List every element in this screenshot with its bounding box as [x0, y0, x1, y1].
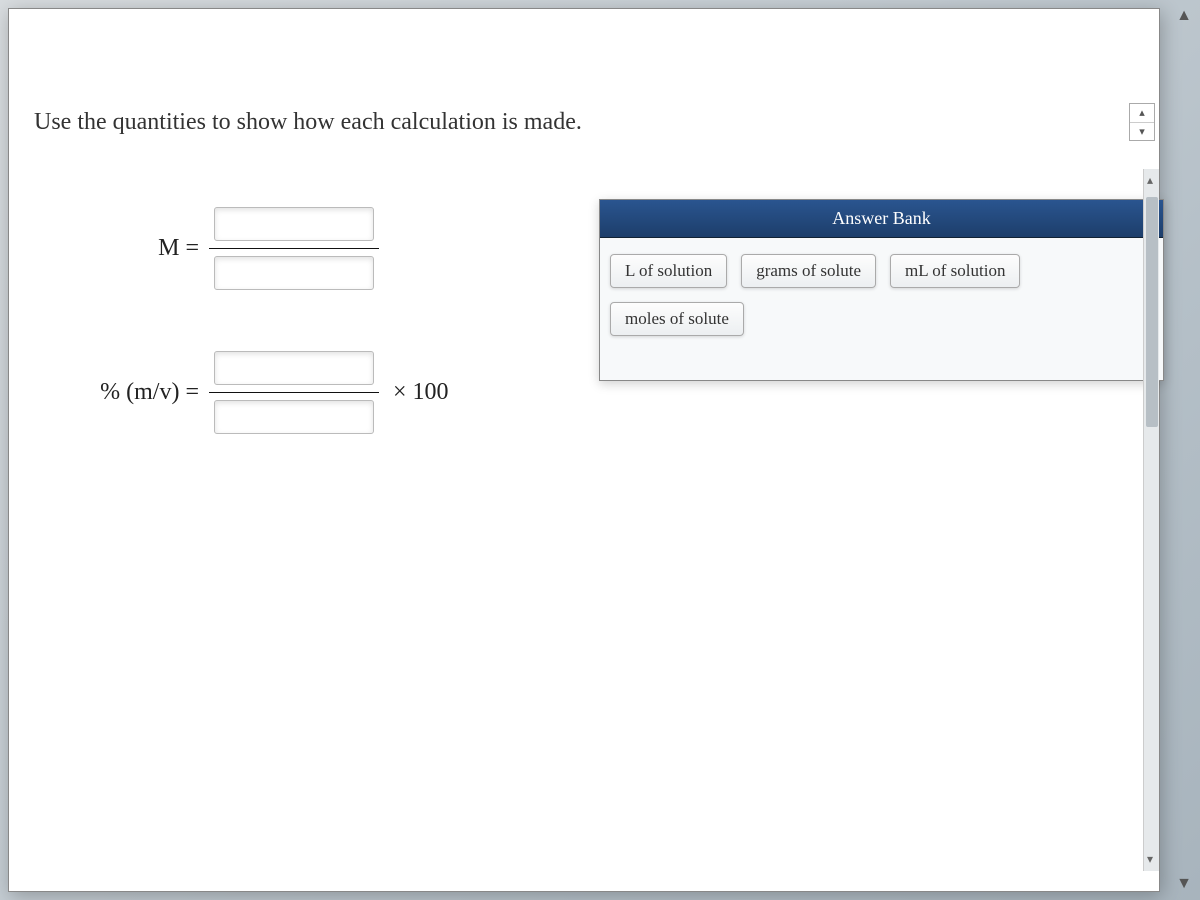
answer-bank: Answer Bank L of solution grams of solut…: [599, 199, 1164, 381]
molarity-numerator-slot[interactable]: [214, 207, 374, 241]
work-area: M = % (m/v) = × 100: [79, 179, 579, 492]
scroll-up-icon[interactable]: ▴: [1147, 173, 1153, 188]
percent-numerator-slot[interactable]: [214, 351, 374, 385]
molarity-denominator-slot[interactable]: [214, 256, 374, 290]
equation-molarity: M =: [79, 204, 579, 293]
equation-percent-mv: % (m/v) = × 100: [79, 348, 579, 437]
question-page: Use the quantities to show how each calc…: [8, 8, 1160, 892]
outer-scroll-down-icon[interactable]: ▼: [1176, 876, 1192, 892]
question-text: Use the quantities to show how each calc…: [34, 109, 582, 136]
percent-label: % (m/v) =: [79, 379, 199, 406]
times-100-text: × 100: [393, 379, 449, 406]
scroll-down-icon[interactable]: ▾: [1147, 852, 1153, 867]
fraction-line: [209, 392, 379, 393]
bank-item[interactable]: moles of solute: [610, 302, 744, 336]
stepper-down-icon[interactable]: ▾: [1130, 123, 1154, 141]
answer-bank-title: Answer Bank: [600, 200, 1163, 238]
stepper-up-icon[interactable]: ▴: [1130, 104, 1154, 123]
fraction-line: [209, 248, 379, 249]
inner-scrollbar[interactable]: ▴ ▾: [1143, 169, 1159, 871]
outer-scroll-up-icon[interactable]: ▲: [1176, 8, 1192, 24]
number-stepper[interactable]: ▴ ▾: [1129, 103, 1155, 141]
percent-denominator-slot[interactable]: [214, 400, 374, 434]
percent-fraction: [209, 348, 379, 437]
outer-scrollbar[interactable]: ▲ ▼: [1170, 8, 1198, 892]
scroll-thumb[interactable]: [1146, 197, 1158, 427]
molarity-fraction: [209, 204, 379, 293]
bank-item[interactable]: L of solution: [610, 254, 727, 288]
molarity-label: M =: [79, 235, 199, 262]
bank-item[interactable]: grams of solute: [741, 254, 876, 288]
answer-bank-body: L of solution grams of solute mL of solu…: [600, 238, 1163, 380]
bank-item[interactable]: mL of solution: [890, 254, 1020, 288]
